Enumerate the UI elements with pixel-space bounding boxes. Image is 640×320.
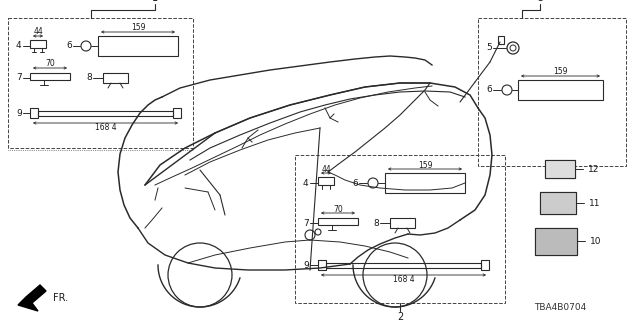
Bar bbox=[535, 228, 577, 255]
Text: 5: 5 bbox=[486, 44, 492, 52]
Text: 70: 70 bbox=[333, 204, 343, 213]
Text: 44: 44 bbox=[33, 28, 43, 36]
Text: 168 4: 168 4 bbox=[393, 275, 414, 284]
Bar bbox=[481, 260, 489, 270]
Text: 6: 6 bbox=[352, 179, 358, 188]
Text: 7: 7 bbox=[303, 219, 308, 228]
Text: 1: 1 bbox=[152, 0, 158, 3]
Bar bbox=[478, 18, 626, 166]
Text: 6: 6 bbox=[486, 85, 492, 94]
Bar bbox=[518, 80, 603, 100]
Bar bbox=[295, 155, 505, 303]
Text: 12: 12 bbox=[588, 164, 600, 173]
Bar bbox=[30, 73, 70, 80]
Bar bbox=[318, 177, 334, 185]
Bar bbox=[30, 40, 46, 48]
Text: 7: 7 bbox=[16, 74, 22, 83]
Bar bbox=[318, 218, 358, 225]
Bar bbox=[326, 263, 481, 268]
Bar bbox=[98, 36, 178, 56]
Text: 9: 9 bbox=[303, 260, 308, 269]
Text: TBA4B0704: TBA4B0704 bbox=[534, 303, 586, 313]
Text: 2: 2 bbox=[397, 312, 403, 320]
Bar bbox=[498, 36, 504, 44]
Text: 159: 159 bbox=[418, 161, 432, 170]
Text: 70: 70 bbox=[45, 60, 55, 68]
Bar bbox=[30, 108, 38, 118]
Text: FR.: FR. bbox=[53, 293, 68, 303]
Text: 44: 44 bbox=[321, 164, 331, 173]
Text: 6: 6 bbox=[66, 42, 72, 51]
Text: 168 4: 168 4 bbox=[95, 123, 116, 132]
Bar bbox=[103, 73, 128, 83]
Bar bbox=[173, 108, 181, 118]
Text: 159: 159 bbox=[553, 68, 568, 76]
Bar bbox=[385, 173, 465, 193]
Bar bbox=[540, 192, 576, 214]
Bar bbox=[38, 111, 173, 116]
Text: 159: 159 bbox=[131, 23, 145, 33]
Text: 4: 4 bbox=[303, 179, 308, 188]
Text: 8: 8 bbox=[373, 219, 379, 228]
Bar bbox=[390, 218, 415, 228]
Text: 3: 3 bbox=[537, 0, 543, 3]
Bar bbox=[545, 160, 575, 178]
Polygon shape bbox=[18, 285, 46, 311]
Text: 10: 10 bbox=[590, 236, 602, 245]
Bar bbox=[8, 18, 193, 148]
Text: 8: 8 bbox=[86, 74, 92, 83]
Text: 9: 9 bbox=[16, 108, 22, 117]
Text: 11: 11 bbox=[589, 198, 600, 207]
Bar bbox=[318, 260, 326, 270]
Bar bbox=[540, 192, 576, 214]
Bar bbox=[545, 160, 575, 178]
Text: 4: 4 bbox=[16, 42, 22, 51]
Bar bbox=[535, 228, 577, 255]
